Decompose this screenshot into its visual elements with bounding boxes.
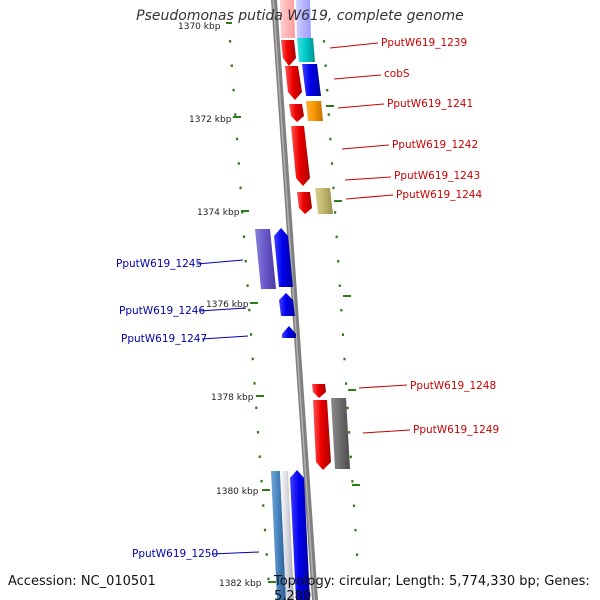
tick-label-1372: 1372 kbp [189, 115, 232, 125]
genome-backbone-highlight [272, 0, 315, 600]
gene-block-1249-gray[interactable] [331, 398, 350, 469]
gene-block-1250-steel[interactable] [271, 471, 286, 600]
gene-block-1244-khaki[interactable] [315, 188, 333, 214]
genome-title: Pseudomonas putida W619, complete genome [136, 8, 464, 24]
leader-line-1242 [341, 144, 390, 150]
gene-feature-top-pink[interactable] [280, 0, 295, 38]
left-tick-guide [228, 39, 272, 600]
gene-arrow-1249[interactable] [313, 400, 331, 470]
leader-line-cobs [333, 74, 382, 80]
gene-label-1243[interactable]: PputW619_1243 [394, 170, 480, 182]
leader-line-1245 [196, 259, 244, 265]
gene-arrow-cobs[interactable] [285, 66, 302, 100]
leader-line-1239 [329, 42, 379, 49]
gene-block-1250-light[interactable] [280, 471, 294, 600]
gene-block-1245-slate[interactable] [255, 229, 276, 289]
leader-line-1247 [201, 335, 249, 340]
gene-label-1244[interactable]: PputW619_1244 [396, 189, 482, 201]
genome-info-text: Topology: circular; Length: 5,774,330 bp… [274, 574, 590, 600]
tick-label-1378: 1378 kbp [211, 393, 254, 403]
gene-block-cobs-blue[interactable] [302, 64, 321, 96]
tick-label-1380: 1380 kbp [216, 487, 259, 497]
gene-arrow-1239-a[interactable] [281, 40, 296, 66]
gene-arrow-1248[interactable] [312, 384, 326, 398]
gene-label-1247[interactable]: PputW619_1247 [121, 333, 207, 345]
tick-label-1382: 1382 kbp [219, 579, 262, 589]
gene-arrow-1242[interactable] [291, 126, 310, 186]
gene-block-1241-orange[interactable] [306, 101, 323, 121]
gene-label-1249[interactable]: PputW619_1249 [413, 424, 499, 436]
gene-label-1250[interactable]: PputW619_1250 [132, 548, 218, 560]
gene-arrow-1246[interactable] [279, 293, 295, 316]
gene-label-1242[interactable]: PputW619_1242 [392, 139, 478, 151]
gene-feature-top-lavender[interactable] [296, 0, 311, 38]
leader-line-1248 [358, 384, 408, 389]
gene-label-1248[interactable]: PputW619_1248 [410, 380, 496, 392]
leader-line-1244 [345, 194, 394, 200]
gene-label-1241[interactable]: PputW619_1241 [387, 98, 473, 110]
leader-line-1243 [344, 176, 392, 181]
right-tick-guide [322, 39, 362, 600]
gene-arrow-1245[interactable] [274, 228, 293, 287]
gene-arrow-1250[interactable] [290, 470, 310, 600]
tick-label-1376: 1376 kbp [206, 300, 249, 310]
gene-label-1245[interactable]: PputW619_1245 [116, 258, 202, 270]
gene-arrow-1247[interactable] [282, 326, 296, 338]
tick-label-1370: 1370 kbp [178, 22, 221, 32]
tick-label-1374: 1374 kbp [197, 208, 240, 218]
gene-label-1246[interactable]: PputW619_1246 [119, 305, 205, 317]
gene-label-1239[interactable]: PputW619_1239 [381, 37, 467, 49]
gene-arrow-1241[interactable] [289, 104, 304, 122]
accession-text: Accession: NC_010501 [8, 574, 156, 589]
gene-block-1239-cyan[interactable] [297, 38, 315, 62]
leader-line-1241 [337, 103, 385, 109]
leader-line-1249 [362, 429, 411, 434]
leader-line-1246 [198, 307, 247, 312]
gene-arrow-1243[interactable] [297, 192, 312, 214]
leader-line-1250 [211, 551, 260, 555]
gene-label-cobs[interactable]: cobS [384, 68, 410, 80]
